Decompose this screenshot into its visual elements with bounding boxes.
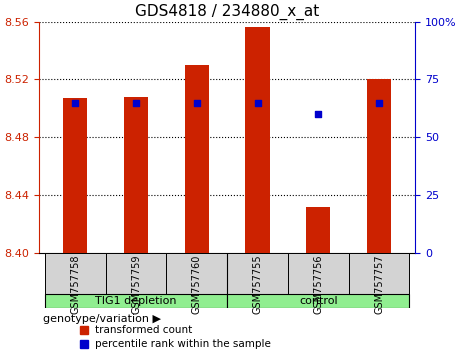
FancyBboxPatch shape <box>227 253 288 295</box>
Text: GSM757757: GSM757757 <box>374 254 384 314</box>
Point <box>132 100 140 105</box>
Point <box>375 100 383 105</box>
Bar <box>63 98 88 253</box>
FancyBboxPatch shape <box>45 295 227 308</box>
Text: GSM757758: GSM757758 <box>71 254 80 314</box>
Text: TIG1 depletion: TIG1 depletion <box>95 296 177 306</box>
Bar <box>367 80 391 253</box>
Bar <box>185 65 209 253</box>
FancyBboxPatch shape <box>106 253 166 295</box>
Text: percentile rank within the sample: percentile rank within the sample <box>95 338 271 349</box>
Text: GSM757759: GSM757759 <box>131 254 141 314</box>
Title: GDS4818 / 234880_x_at: GDS4818 / 234880_x_at <box>135 4 319 21</box>
Point <box>193 100 201 105</box>
FancyBboxPatch shape <box>349 253 409 295</box>
Text: GSM757755: GSM757755 <box>253 254 263 314</box>
Text: control: control <box>299 296 337 306</box>
Point <box>254 100 261 105</box>
Text: genotype/variation ▶: genotype/variation ▶ <box>43 314 160 325</box>
Text: GSM757760: GSM757760 <box>192 254 202 314</box>
FancyBboxPatch shape <box>45 253 106 295</box>
Bar <box>306 207 331 253</box>
Bar <box>245 28 270 253</box>
Point <box>71 100 79 105</box>
Point <box>314 111 322 117</box>
FancyBboxPatch shape <box>166 253 227 295</box>
Bar <box>124 97 148 253</box>
FancyBboxPatch shape <box>227 295 409 308</box>
FancyBboxPatch shape <box>288 253 349 295</box>
Text: transformed count: transformed count <box>95 325 193 335</box>
Text: GSM757756: GSM757756 <box>313 254 323 314</box>
